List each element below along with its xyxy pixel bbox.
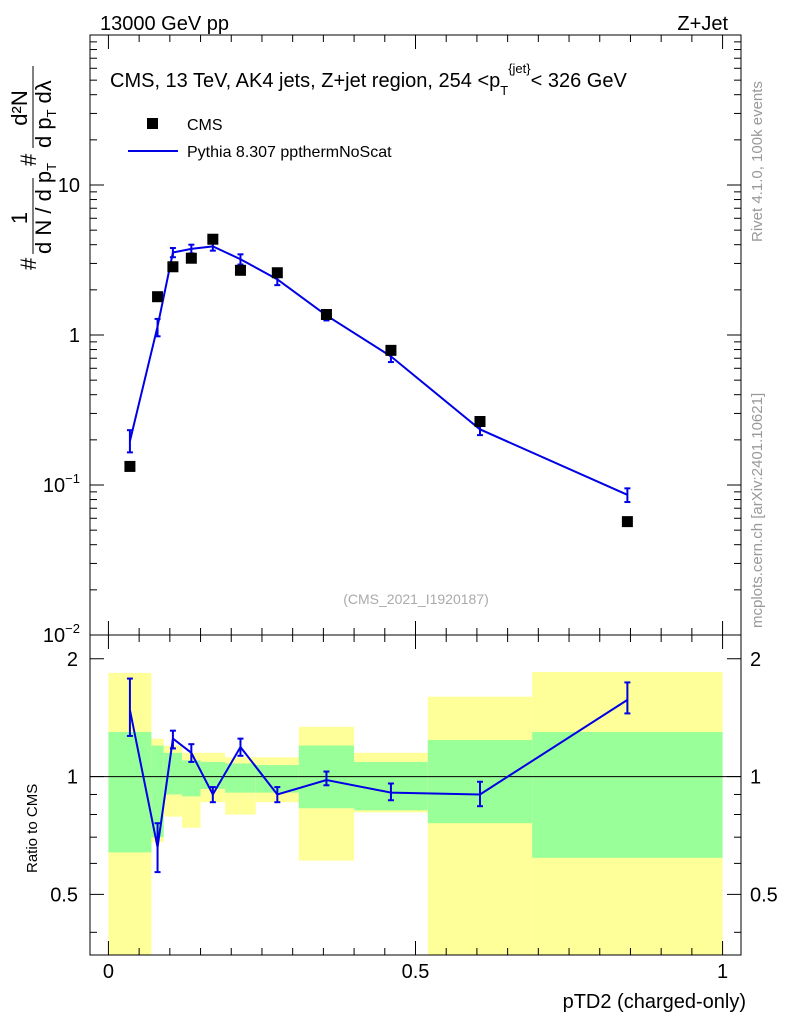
plot-title-sub: T [500, 83, 508, 98]
ratio-y-tick-label-left: 1 [67, 767, 78, 789]
ratio-inner-band [225, 763, 256, 793]
analysis-watermark: (CMS_2021_I1920187) [343, 591, 489, 607]
ratio-inner-band [108, 731, 152, 853]
cms-data-point [320, 308, 332, 320]
ylabel-dpt-sub: T [44, 109, 59, 117]
cms-data-point [621, 516, 633, 528]
ylabel-dn: d N / d p [31, 171, 56, 254]
main-y-tick-label: 1 [69, 325, 80, 347]
x-tick-label: 0.5 [402, 961, 430, 983]
header-process-label: Z+Jet [677, 13, 728, 35]
ratio-uncertainty-bands [108, 672, 723, 955]
cms-data-point [185, 252, 197, 264]
ylabel-dn-sub: T [44, 163, 59, 171]
plot-title-sup: {jet} [508, 61, 531, 76]
main-y-tick-label: 10 [58, 175, 80, 197]
ratio-inner-band [532, 731, 723, 858]
x-tick-label: 0 [103, 961, 114, 983]
cms-data-point [234, 264, 246, 276]
main-y-tick-base: 10 [58, 175, 80, 197]
ylabel-one: 1 [7, 212, 32, 224]
ratio-y-tick-label-right: 1 [750, 767, 761, 789]
main-y-tick-exponent: −2 [65, 621, 80, 636]
ratio-axis-ticks: 0.5 0.5 1 1 2 2 0 0.5 1 [50, 635, 778, 983]
ylabel-dpt: d p [31, 117, 56, 148]
ylabel-d-pt-dlambda: d pTdλ [31, 80, 59, 148]
ratio-y-tick-label-left: 0.5 [50, 884, 78, 906]
plot-title-post: < 326 GeV [531, 70, 628, 92]
header-energy-label: 13000 GeV pp [100, 13, 229, 35]
ratio-plot-panel: 0.5 0.5 1 1 2 2 0 0.5 1 Ratio to CMS pTD2 (charg… [24, 634, 778, 1013]
plot-title-pre: CMS, 13 TeV, AK4 jets, Z+jet region, 254… [110, 70, 500, 92]
mcplots-url-label: mcplots.cern.ch [arXiv:2401.10621] [749, 393, 766, 628]
ratio-y-tick-label-right: 0.5 [750, 884, 778, 906]
ratio-inner-band [151, 745, 164, 838]
legend-cms-marker [147, 118, 158, 129]
main-plot-content [124, 233, 633, 528]
main-y-tick-exponent: −1 [65, 471, 80, 486]
legend: CMS Pythia 8.307 ppthermNoScat [128, 117, 392, 161]
ratio-y-axis-label: Ratio to CMS [24, 784, 41, 873]
main-y-axis-label: # 1 d N / d pT # d²N d pTdλ [7, 66, 59, 270]
ylabel-sharp-1: # [16, 257, 41, 270]
ylabel-d2n: d²N [7, 90, 32, 125]
ratio-inner-band [163, 752, 183, 795]
legend-pythia-label: Pythia 8.307 ppthermNoScat [187, 144, 392, 161]
main-y-tick-label: 10−1 [43, 471, 80, 497]
legend-cms-label: CMS [187, 117, 223, 134]
cms-data-point [207, 233, 219, 245]
rivet-version-label: Rivet 4.1.0, 100k events [749, 81, 766, 242]
cms-data-point [152, 291, 164, 303]
ratio-inner-band [200, 761, 226, 789]
cms-data-point [385, 344, 397, 356]
main-y-tick-label: 10−2 [43, 621, 80, 647]
main-y-tick-base: 10 [43, 475, 65, 497]
ylabel-sharp-2: # [16, 153, 41, 166]
cms-data-point [474, 416, 486, 428]
x-axis-label: pTD2 (charged-only) [563, 991, 746, 1013]
main-y-tick-base: 10 [43, 625, 65, 647]
ylabel-dlambda: dλ [31, 80, 56, 103]
ratio-plot-content [90, 677, 741, 874]
ylabel-denominator: d N / d pT [31, 163, 59, 254]
ratio-y-tick-label-right: 2 [750, 649, 761, 671]
cms-data-point [271, 267, 283, 279]
cms-data-point [167, 261, 179, 273]
x-tick-label: 1 [717, 961, 728, 983]
pythia-curve [128, 245, 628, 496]
plot-title: CMS, 13 TeV, AK4 jets, Z+jet region, 254… [110, 61, 627, 98]
ratio-y-tick-label-left: 2 [67, 649, 78, 671]
cms-data-point [124, 460, 136, 472]
ratio-inner-band [182, 760, 201, 797]
main-y-tick-base: 1 [69, 325, 80, 347]
ratio-outer-band [427, 696, 533, 955]
